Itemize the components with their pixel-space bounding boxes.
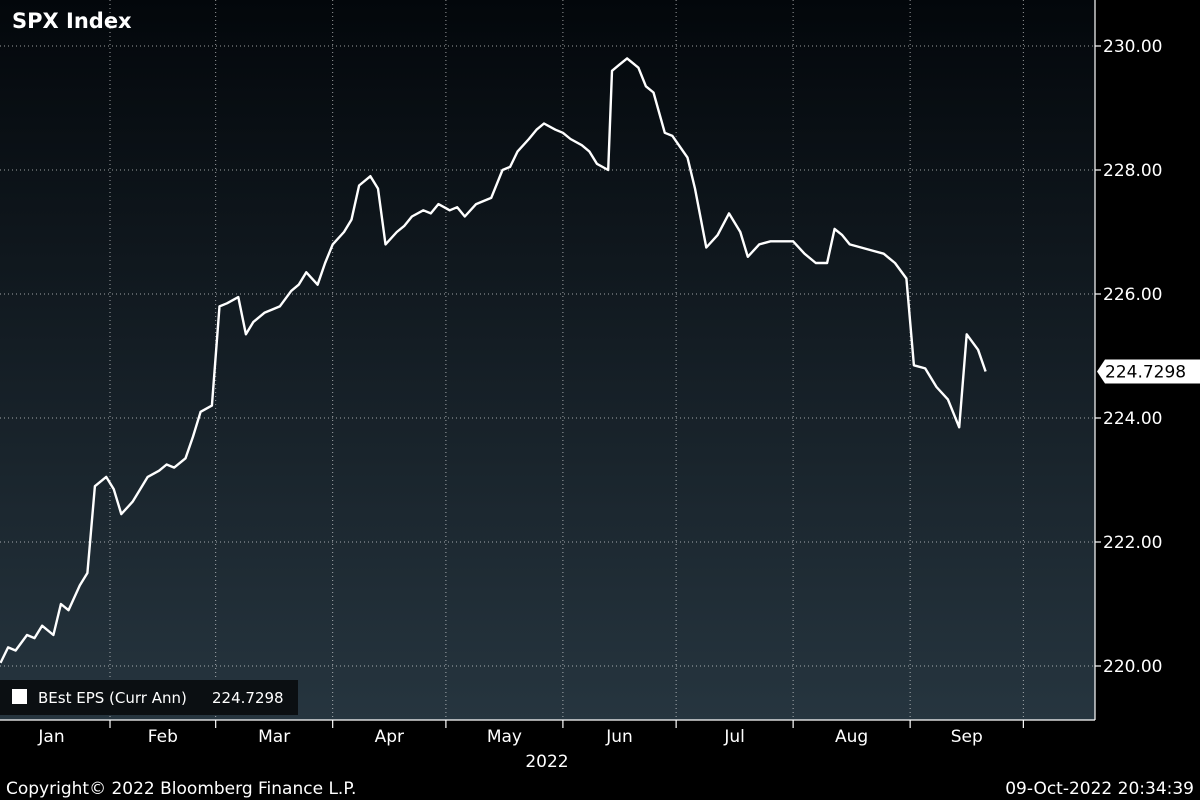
x-axis: Jan Feb Mar Apr May Jun Jul Aug Sep bbox=[0, 719, 1095, 747]
grid bbox=[0, 0, 1095, 720]
legend-series-value: 224.7298 bbox=[212, 689, 284, 707]
plot-background bbox=[0, 0, 1095, 720]
y-axis: 220.00 222.00 224.00 226.00 228.00 230.00 bbox=[1094, 0, 1162, 720]
legend-background bbox=[0, 680, 298, 715]
x-tick-label: Feb bbox=[148, 727, 178, 747]
y-tick-label: 228.00 bbox=[1103, 161, 1162, 181]
footer-copyright: Copyright© 2022 Bloomberg Finance L.P. bbox=[6, 779, 356, 799]
x-tick-label: Sep bbox=[951, 727, 983, 747]
x-tick-label: Apr bbox=[375, 727, 404, 747]
y-tick-label: 220.00 bbox=[1103, 657, 1162, 677]
x-tick-label: Jun bbox=[605, 727, 633, 747]
last-value-tag-text: 224.7298 bbox=[1105, 363, 1186, 383]
legend: BEst EPS (Curr Ann) 224.7298 bbox=[0, 680, 298, 715]
y-tick-label: 230.00 bbox=[1103, 37, 1162, 57]
x-tick-label: Jul bbox=[723, 727, 745, 747]
last-value-tag: 224.7298 bbox=[1097, 359, 1200, 384]
x-tick-label: May bbox=[487, 727, 522, 747]
x-tick-label: Jan bbox=[37, 727, 64, 747]
y-tick-label: 226.00 bbox=[1103, 285, 1162, 305]
chart-title: SPX Index bbox=[12, 9, 132, 33]
x-tick-label: Mar bbox=[258, 727, 290, 747]
legend-series-name: BEst EPS (Curr Ann) bbox=[38, 689, 187, 707]
x-tick-label: Aug bbox=[835, 727, 868, 747]
y-tick-label: 224.00 bbox=[1103, 409, 1162, 429]
legend-swatch bbox=[12, 689, 27, 704]
footer-timestamp: 09-Oct-2022 20:34:39 bbox=[1005, 779, 1194, 799]
y-tick-label: 222.00 bbox=[1103, 533, 1162, 553]
x-axis-year-label: 2022 bbox=[525, 752, 568, 772]
last-value-tag-bg bbox=[1097, 359, 1200, 384]
series-line-best-eps bbox=[0, 57, 987, 664]
